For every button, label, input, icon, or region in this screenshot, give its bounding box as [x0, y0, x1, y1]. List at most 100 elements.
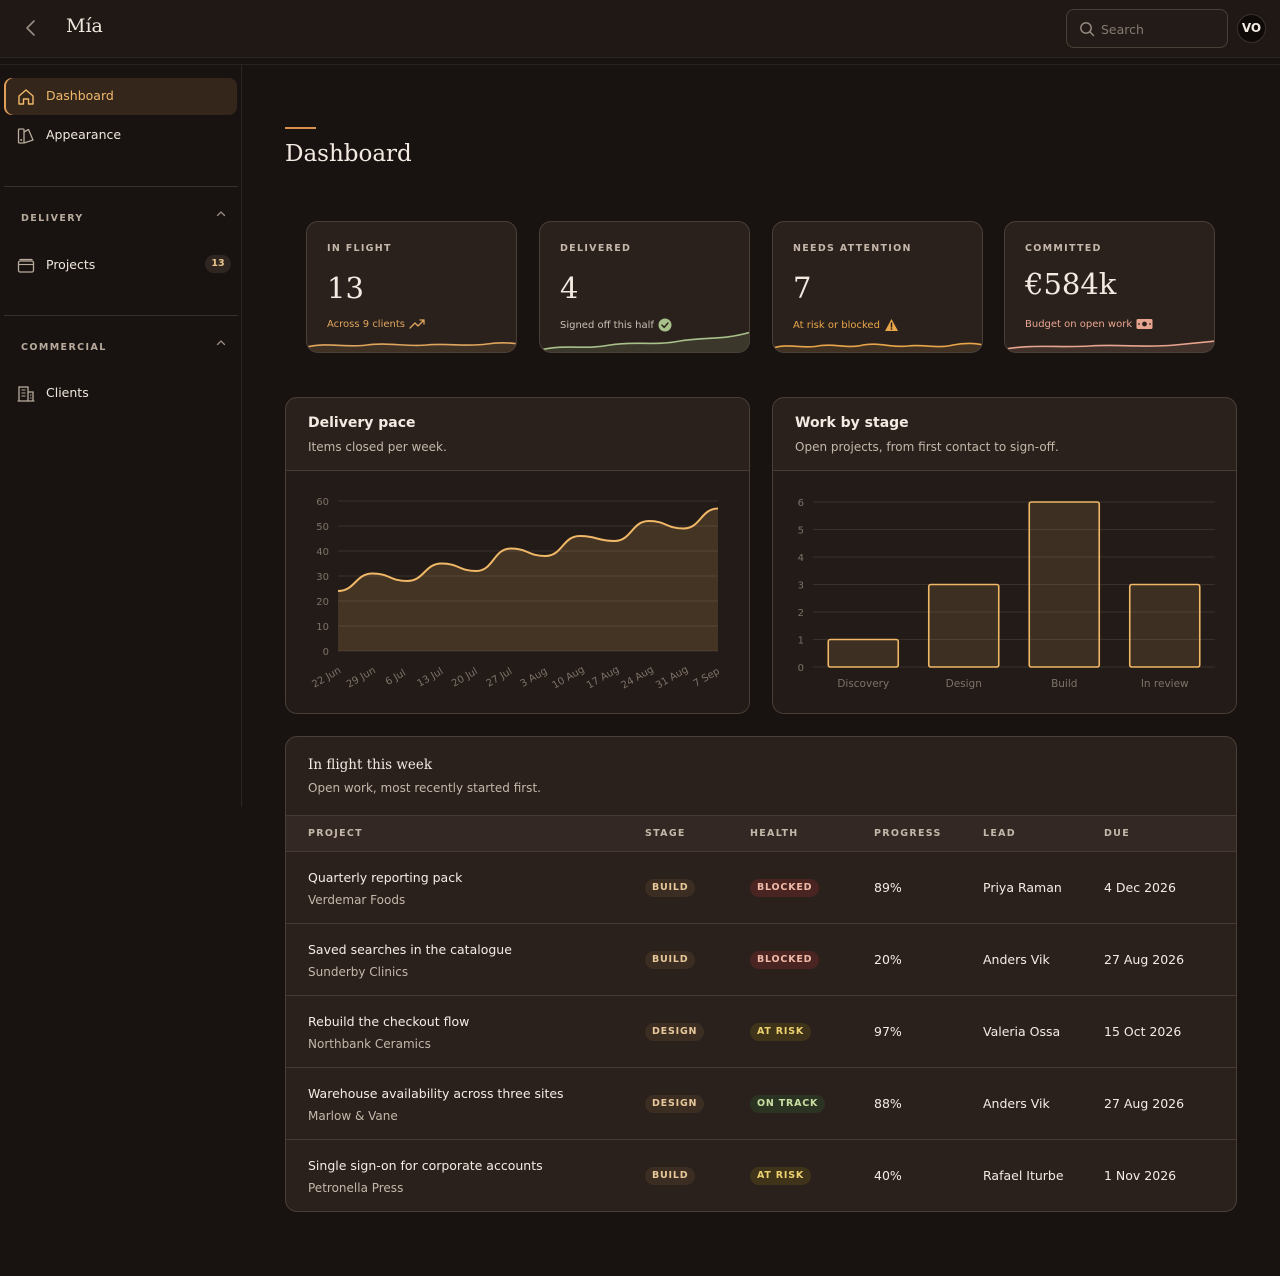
stat-value: €584k: [1025, 267, 1117, 301]
x-tick-label: 24 Aug: [620, 664, 656, 691]
y-tick-label: 1: [798, 636, 804, 647]
bar: [827, 638, 900, 668]
progress-value: 40%: [874, 1168, 902, 1183]
table-title: In flight this week: [308, 757, 433, 773]
column-header-project[interactable]: PROJECT: [308, 828, 363, 839]
table-row[interactable]: Single sign-on for corporate accounts Pet…: [286, 1140, 1236, 1211]
table-subtitle: Open work, most recently started first.: [308, 781, 541, 795]
column-header-lead[interactable]: LEAD: [983, 828, 1016, 839]
stat-note-text: Signed off this half: [560, 320, 654, 331]
sidebar-item-label: Dashboard: [46, 88, 114, 103]
x-tick-label: 17 Aug: [585, 664, 621, 691]
chart-body: 0 10 20 30 40 50 60 22 Jun 29 Jun 6 Jul 13 Jul 20 J…: [286, 471, 749, 713]
lead-name: Valeria Ossa: [983, 1024, 1061, 1039]
table-row[interactable]: Quarterly reporting pack Verdemar Foods BU…: [286, 852, 1236, 924]
sparkline: [540, 331, 749, 352]
panel-title: Delivery pace: [308, 415, 416, 431]
search-input[interactable]: [1101, 19, 1219, 39]
project-name[interactable]: Warehouse availability across three site…: [308, 1086, 564, 1101]
sidebar-item-label: Clients: [46, 385, 89, 400]
x-tick-label: Build: [1051, 678, 1077, 690]
folder-icon: [17, 258, 35, 273]
panel-divider: [286, 470, 749, 471]
app-brand: Mía: [66, 15, 103, 37]
chevron-up-icon[interactable]: [215, 337, 227, 349]
table-row[interactable]: Warehouse availability across three site…: [286, 1068, 1236, 1140]
stat-label: DELIVERED: [560, 243, 632, 254]
project-name[interactable]: Quarterly reporting pack: [308, 870, 463, 885]
x-tick-label: 6 Jul: [384, 668, 408, 688]
stat-card-in-flight: IN FLIGHT 13 Across 9 clients: [306, 221, 517, 353]
x-tick-label: Discovery: [837, 678, 889, 690]
client-name: Verdemar Foods: [308, 893, 406, 907]
sparkline: [773, 342, 982, 352]
x-tick-label: 31 Aug: [654, 664, 690, 691]
bar: [927, 583, 1000, 668]
x-tick-label: 29 Jun: [345, 665, 378, 690]
section-title-commercial: COMMERCIAL: [21, 342, 107, 353]
avatar[interactable]: VO: [1237, 14, 1266, 43]
back-arrow-icon[interactable]: [20, 17, 42, 39]
y-tick-label: 60: [316, 497, 329, 508]
x-tick-label: 13 Jul: [416, 666, 446, 690]
page-title: Dashboard: [285, 141, 412, 167]
x-tick-label: 20 Jul: [450, 666, 480, 690]
y-tick-label: 3: [798, 581, 804, 592]
home-icon: [18, 89, 34, 105]
y-tick-label: 40: [316, 547, 329, 558]
stat-label: NEEDS ATTENTION: [793, 243, 912, 254]
x-tick-label: 27 Jul: [485, 666, 515, 690]
client-name: Northbank Ceramics: [308, 1037, 431, 1051]
table-row[interactable]: Saved searches in the catalogue Sunderby …: [286, 924, 1236, 996]
project-name[interactable]: Rebuild the checkout flow: [308, 1014, 470, 1029]
stage-badge: DESIGN: [645, 1023, 705, 1041]
count-badge: 13: [205, 255, 231, 273]
stat-label: COMMITTED: [1025, 243, 1102, 254]
stat-card-delivered: DELIVERED 4 Signed off this half: [539, 221, 750, 353]
column-header-progress[interactable]: PROGRESS: [874, 828, 942, 839]
delivery-pace-panel: Delivery pace Items closed per week. 0 10…: [285, 397, 750, 714]
column-header-stage[interactable]: STAGE: [645, 828, 686, 839]
stage-badge: BUILD: [645, 879, 696, 897]
column-header-health[interactable]: HEALTH: [750, 828, 799, 839]
work-by-stage-chart: 0 1 2 3 4 5 6 Discovery Design Build In review: [798, 498, 1215, 690]
due-date: 15 Oct 2026: [1104, 1024, 1182, 1039]
stat-value: 7: [793, 271, 812, 305]
stat-card-committed: COMMITTED €584k Budget on open work: [1004, 221, 1215, 353]
sidebar-item-appearance[interactable]: Appearance: [4, 117, 237, 154]
project-name[interactable]: Single sign-on for corporate accounts: [308, 1158, 543, 1173]
check-circle-icon: [658, 318, 672, 332]
search-icon: [1080, 22, 1095, 37]
stat-note: Across 9 clients: [327, 318, 425, 330]
sidebar-item-projects[interactable]: Projects 13: [4, 247, 237, 284]
chart-body: 0 1 2 3 4 5 6 Discovery Design Build In review: [773, 471, 1236, 713]
progress-value: 20%: [874, 952, 902, 967]
lead-name: Anders Vik: [983, 952, 1050, 967]
column-header-due[interactable]: DUE: [1104, 828, 1130, 839]
sidebar-item-dashboard[interactable]: Dashboard: [4, 78, 237, 115]
due-date: 1 Nov 2026: [1104, 1168, 1177, 1183]
sidebar-item-clients[interactable]: Clients: [4, 375, 237, 412]
y-tick-label: 30: [316, 572, 329, 583]
x-tick-label: In review: [1141, 678, 1189, 690]
in-flight-table-panel: In flight this week Open work, most rece…: [285, 736, 1237, 1212]
y-tick-label: 0: [323, 647, 329, 658]
table-row[interactable]: Rebuild the checkout flow Northbank Ceram…: [286, 996, 1236, 1068]
stat-value: 4: [560, 271, 579, 305]
progress-value: 89%: [874, 880, 902, 895]
table-body: Quarterly reporting pack Verdemar Foods BU…: [286, 852, 1236, 1211]
bar: [1128, 583, 1201, 668]
stat-note: At risk or blocked: [793, 318, 899, 332]
x-tick-label: Design: [946, 678, 982, 690]
project-name[interactable]: Saved searches in the catalogue: [308, 942, 512, 957]
y-tick-label: 0: [798, 663, 804, 674]
x-tick-label: 3 Aug: [519, 666, 550, 690]
chevron-up-icon[interactable]: [215, 208, 227, 220]
search-box[interactable]: [1066, 9, 1228, 48]
title-accent: [285, 127, 316, 129]
stat-note-text: Budget on open work: [1025, 319, 1133, 330]
stat-note: Signed off this half: [560, 318, 672, 332]
client-name: Marlow & Vane: [308, 1109, 398, 1123]
progress-value: 97%: [874, 1024, 902, 1039]
y-tick-label: 50: [316, 522, 329, 533]
